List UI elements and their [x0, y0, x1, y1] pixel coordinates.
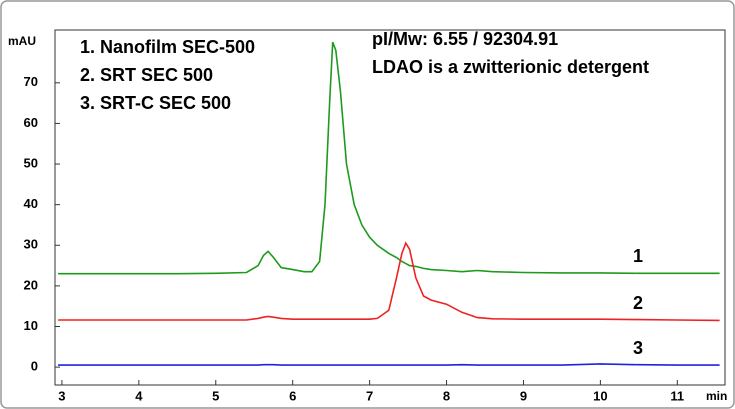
- x-tick-label: 10: [593, 388, 607, 403]
- annotation: LDAO is a zwitterionic detergent: [372, 57, 649, 77]
- legend-item: 2. SRT SEC 500: [80, 65, 213, 85]
- y-tick-label: 60: [24, 115, 38, 130]
- legend-item: 1. Nanofilm SEC-500: [80, 37, 255, 57]
- x-tick-label: 7: [366, 388, 373, 403]
- y-tick-label: 70: [24, 74, 38, 89]
- x-tick-label: 8: [443, 388, 450, 403]
- y-tick-label: 50: [24, 155, 38, 170]
- trace-label: 3: [633, 338, 643, 358]
- trace-label: 2: [633, 293, 643, 313]
- y-tick-label: 40: [24, 196, 38, 211]
- x-tick-label: 3: [58, 388, 65, 403]
- y-tick-label: 10: [24, 318, 38, 333]
- trace: [58, 241, 720, 322]
- trace-label: 1: [633, 246, 643, 266]
- y-tick-label: 30: [24, 237, 38, 252]
- x-tick-label: 9: [520, 388, 527, 403]
- legend-item: 3. SRT-C SEC 500: [80, 93, 231, 113]
- trace: [58, 41, 720, 275]
- annotation: pI/Mw: 6.55 / 92304.91: [372, 29, 558, 49]
- y-tick-label: 0: [31, 359, 38, 374]
- trace: [58, 363, 720, 366]
- y-tick-label: 20: [24, 277, 38, 292]
- x-tick-label: 11: [670, 388, 684, 403]
- plot-area: [54, 29, 726, 386]
- x-tick-label: 6: [289, 388, 296, 403]
- y-axis-label: mAU: [8, 34, 36, 48]
- x-tick-label: 5: [212, 388, 219, 403]
- x-tick-label: 4: [135, 388, 143, 403]
- x-axis-label: min: [706, 389, 727, 403]
